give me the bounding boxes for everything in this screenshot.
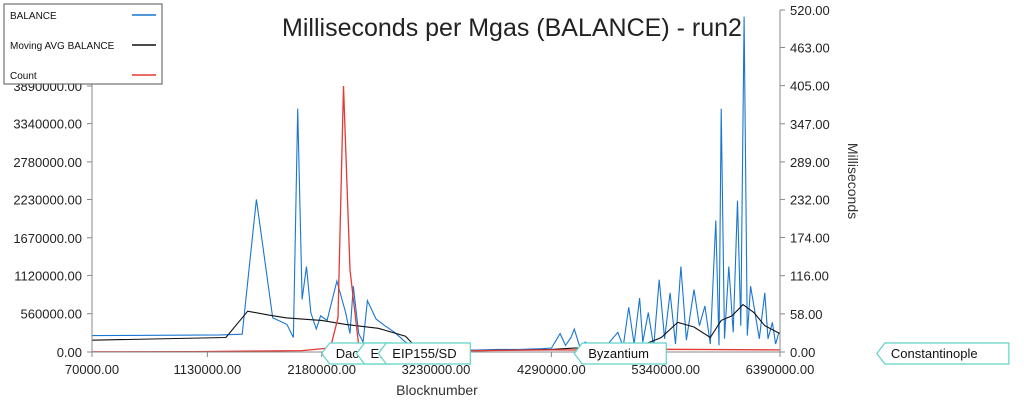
y-right-tick-label: 232.00 [790, 192, 830, 207]
x-tick-label: 1130000.00 [174, 362, 242, 377]
legend-label: BALANCE [10, 11, 57, 22]
y-right-tick-label: 520.00 [790, 3, 830, 18]
event-marker-flag [876, 342, 1010, 365]
y-right-axis-label: Milliseconds [845, 143, 861, 219]
x-tick-label: 3230000.00 [402, 362, 471, 377]
y-left-tick-label: 560000.00 [21, 307, 82, 322]
x-tick-label: 6390000.00 [746, 362, 815, 377]
legend-box [3, 3, 163, 85]
legend-label: Moving AVG BALANCE [10, 41, 115, 52]
legend: BALANCE Moving AVG BALANCE Count [3, 3, 163, 85]
axes: 70000.00 1130000.00 2180000.00 3230000.00 42… [13, 3, 829, 377]
y-left-tick-label: 1670000.00 [13, 231, 82, 246]
event-marker: Constantinople [876, 342, 1010, 365]
y-right-tick-label: 289.00 [790, 155, 830, 170]
series-balance-line [91, 16, 780, 351]
chart-title: Milliseconds per Mgas (BALANCE) - run2 [282, 14, 742, 42]
x-tick-label: 5340000.00 [631, 362, 700, 377]
x-tick-label: 4290000.00 [517, 362, 586, 377]
y-left-tick-label: 2780000.00 [13, 155, 82, 170]
event-marker-label: Constantinople [891, 346, 978, 361]
y-right-tick-label: 463.00 [790, 40, 830, 55]
x-tick-label: 2180000.00 [287, 362, 356, 377]
event-marker: Byzantium [573, 342, 667, 365]
x-tick-label: 70000.00 [65, 362, 119, 377]
y-right-tick-label: 347.00 [790, 117, 830, 132]
y-right-tick-label: 174.00 [790, 231, 830, 246]
event-marker-label: EIP155/SD [392, 346, 456, 361]
y-right-tick-label: 405.00 [790, 79, 830, 94]
event-marker: EIP155/SD [377, 342, 471, 365]
y-left-tick-label: 3340000.00 [13, 117, 82, 132]
y-left-tick-label: 1120000.00 [14, 268, 82, 283]
event-marker-flag [377, 342, 471, 365]
series-layer [91, 16, 781, 353]
y-right-tick-label: 58.00 [790, 307, 823, 322]
y-left-tick-label: 2230000.00 [13, 193, 82, 208]
x-axis-label: Blocknumber [396, 382, 478, 398]
legend-label: Count [10, 71, 37, 82]
y-right-tick-label: 116.00 [790, 269, 829, 284]
series-count-line [91, 85, 781, 353]
event-marker-flag [573, 342, 667, 365]
y-left-tick-label: 0.00 [57, 345, 82, 360]
event-marker-label: Byzantium [588, 346, 649, 361]
y-right-tick-label: 0.00 [790, 345, 815, 360]
event-marker-label: EI [371, 346, 383, 361]
